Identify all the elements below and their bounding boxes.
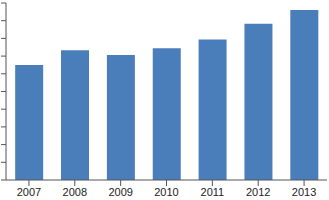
svg-text:2011: 2011	[201, 186, 225, 198]
svg-text:2012: 2012	[246, 186, 270, 198]
svg-text:2013: 2013	[292, 186, 316, 198]
svg-text:2009: 2009	[108, 186, 132, 198]
svg-text:2008: 2008	[63, 186, 87, 198]
svg-text:2007: 2007	[17, 186, 41, 198]
svg-text:2010: 2010	[154, 186, 178, 198]
